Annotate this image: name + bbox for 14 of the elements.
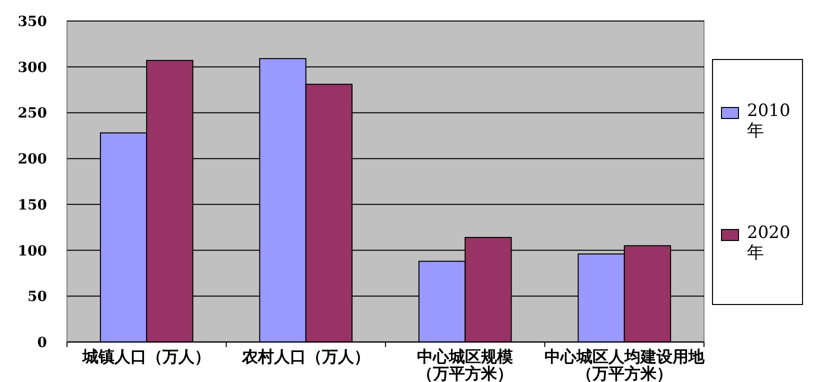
y-tick-label: 50 xyxy=(28,289,48,306)
y-tick-label: 350 xyxy=(18,14,48,30)
legend-label: 2010年 xyxy=(747,101,792,141)
y-tick-label: 150 xyxy=(18,197,48,214)
x-tick-label: 农村人口（万人） xyxy=(240,347,370,366)
y-tick-label: 100 xyxy=(18,243,48,260)
y-tick-label: 250 xyxy=(18,106,48,122)
legend-label: 2020年 xyxy=(747,223,792,263)
x-tick-label: 城镇人口（万人） xyxy=(82,347,211,366)
y-tick-label: 0 xyxy=(37,335,48,351)
x-tick-label: 中心城区规模（万平方米） xyxy=(417,347,514,382)
y-tick-label: 200 xyxy=(18,152,48,168)
y-tick-label: 300 xyxy=(18,60,48,76)
x-tick-label: 中心城区人均建设用地（万平方米） xyxy=(544,347,706,382)
